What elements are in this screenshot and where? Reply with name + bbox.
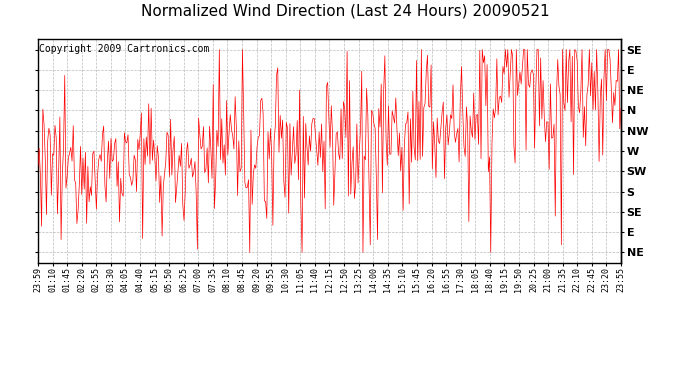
Text: Copyright 2009 Cartronics.com: Copyright 2009 Cartronics.com <box>39 44 210 54</box>
Text: Normalized Wind Direction (Last 24 Hours) 20090521: Normalized Wind Direction (Last 24 Hours… <box>141 4 549 19</box>
